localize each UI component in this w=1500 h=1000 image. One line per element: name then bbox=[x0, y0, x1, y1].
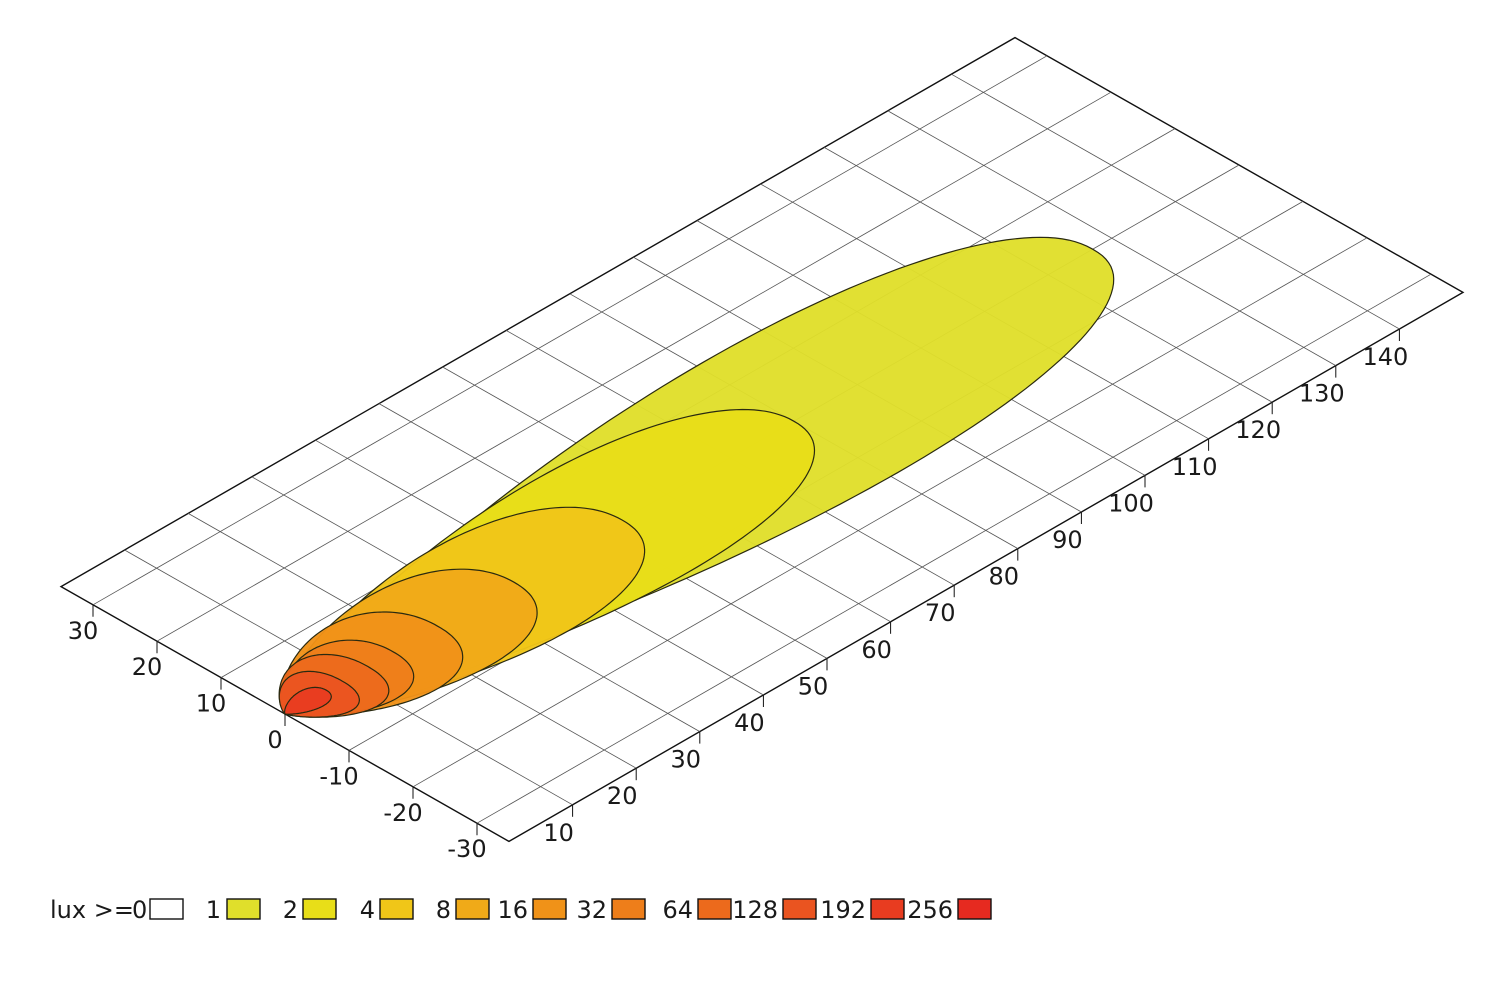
legend-swatch-128 bbox=[782, 898, 817, 920]
y-axis-ticks: 30 20 10 0 -10 -20 -30 bbox=[68, 604, 487, 863]
x-tick-label: 40 bbox=[734, 709, 765, 737]
x-tick-label: 100 bbox=[1108, 489, 1154, 517]
legend-swatch-192 bbox=[870, 898, 905, 920]
x-tick-label: 130 bbox=[1299, 380, 1345, 408]
legend-swatch-32 bbox=[611, 898, 646, 920]
grid-line-y bbox=[412, 237, 1368, 788]
legend-swatch-1 bbox=[226, 898, 261, 920]
legend: lux >=0 1 2 4 8 16 32 64 128 192 256 bbox=[50, 896, 992, 924]
x-tick-label: 120 bbox=[1235, 416, 1281, 444]
y-tick-label: 20 bbox=[132, 653, 163, 681]
legend-label-4: 4 bbox=[360, 896, 375, 924]
legend-swatch-64 bbox=[697, 898, 732, 920]
legend-swatch-4 bbox=[379, 898, 414, 920]
x-tick-label: 20 bbox=[607, 782, 638, 810]
y-tick-label: -30 bbox=[447, 835, 486, 863]
x-tick-label: 30 bbox=[671, 746, 702, 774]
x-tick-label: 70 bbox=[925, 599, 956, 627]
y-tick-label: 10 bbox=[196, 690, 227, 718]
x-tick-label: 10 bbox=[543, 819, 574, 847]
x-axis-ticks: 10 20 30 40 50 60 70 80 90 100 110 120 130 140 bbox=[543, 329, 1408, 847]
y-tick-label: -20 bbox=[383, 799, 422, 827]
grid-line-y bbox=[156, 91, 1112, 642]
legend-label-64: 64 bbox=[662, 896, 693, 924]
legend-swatch-0 bbox=[149, 898, 184, 920]
y-tick-label: -10 bbox=[319, 762, 358, 790]
legend-label-128: 128 bbox=[732, 896, 778, 924]
grid-line-y bbox=[476, 273, 1432, 824]
x-tick-label: 90 bbox=[1052, 526, 1083, 554]
x-tick-label: 80 bbox=[989, 563, 1020, 591]
legend-label-8: 8 bbox=[436, 896, 451, 924]
legend-swatch-256 bbox=[957, 898, 992, 920]
legend-label-2: 2 bbox=[283, 896, 298, 924]
legend-label-0: 0 bbox=[132, 896, 147, 924]
legend-prefix: lux >= bbox=[50, 896, 134, 924]
legend-label-192: 192 bbox=[820, 896, 866, 924]
legend-label-1: 1 bbox=[206, 896, 221, 924]
legend-swatch-8 bbox=[455, 898, 490, 920]
isolux-contours bbox=[278, 236, 1115, 718]
x-tick-label: 140 bbox=[1362, 343, 1408, 371]
legend-label-16: 16 bbox=[497, 896, 528, 924]
x-tick-label: 50 bbox=[798, 672, 829, 700]
legend-label-32: 32 bbox=[576, 896, 607, 924]
y-tick-label: 30 bbox=[68, 617, 99, 645]
legend-swatch-16 bbox=[532, 898, 567, 920]
x-tick-label: 110 bbox=[1172, 453, 1218, 481]
grid-line-y bbox=[92, 55, 1048, 606]
y-tick-label: 0 bbox=[267, 726, 282, 754]
legend-label-256: 256 bbox=[907, 896, 953, 924]
legend-swatch-2 bbox=[302, 898, 337, 920]
x-tick-label: 60 bbox=[861, 636, 892, 664]
isolux-contour-192 bbox=[284, 686, 332, 715]
